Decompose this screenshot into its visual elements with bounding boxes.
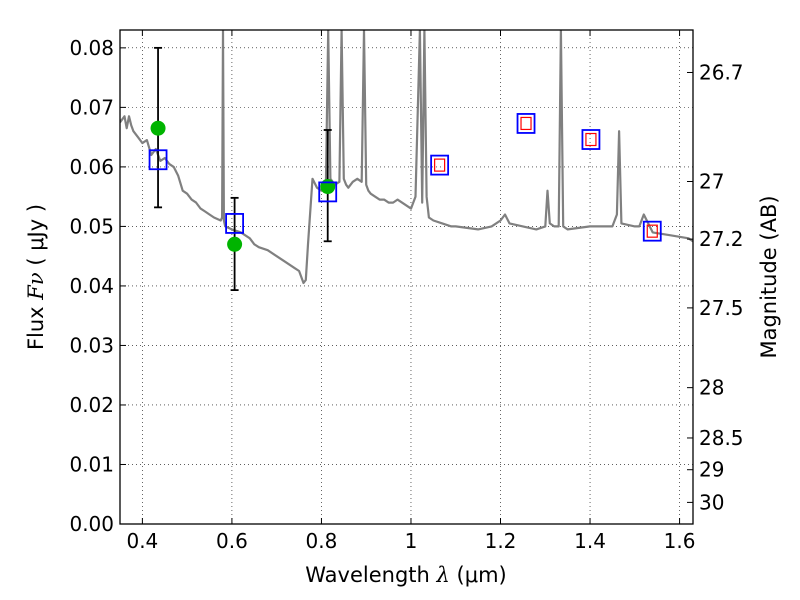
model-square bbox=[148, 149, 168, 171]
y-tick-label: 0.02 bbox=[69, 393, 114, 417]
x-tick-label: 0.6 bbox=[216, 529, 248, 553]
model-square-inner bbox=[434, 158, 446, 172]
y-tick-label: 0.01 bbox=[69, 452, 114, 476]
y2-tick-label: 27.2 bbox=[699, 227, 744, 251]
y-tick-label: 0.06 bbox=[69, 155, 114, 179]
x-tick-label: 1.6 bbox=[664, 529, 696, 553]
y2-tick-label: 28.5 bbox=[699, 426, 744, 450]
model-square-inner bbox=[520, 116, 532, 131]
y-tick-label: 0.08 bbox=[69, 36, 114, 60]
x-tick-label: 1.2 bbox=[485, 529, 517, 553]
x-tick-label: 0.4 bbox=[126, 529, 158, 553]
photometry-point bbox=[320, 179, 336, 195]
model-square bbox=[642, 220, 662, 242]
x-tick-label: 0.8 bbox=[306, 529, 338, 553]
photometry-point bbox=[150, 120, 166, 136]
x-tick-label: 1 bbox=[405, 529, 418, 553]
y2-tick-label: 26.7 bbox=[699, 60, 744, 84]
y-tick-label: 0.04 bbox=[69, 274, 114, 298]
model-square bbox=[581, 129, 601, 150]
y2-tick-label: 28 bbox=[699, 376, 724, 400]
model-square bbox=[430, 154, 450, 176]
model-square-inner bbox=[646, 224, 658, 238]
x-axis-label: Wavelength λ (μm) bbox=[305, 563, 506, 587]
model-square bbox=[318, 181, 338, 203]
plot-frame bbox=[119, 29, 694, 525]
y-tick-label: 0.00 bbox=[69, 512, 114, 536]
model-square-inner bbox=[585, 132, 597, 147]
spectrum-line bbox=[120, 30, 693, 285]
y2-tick-label: 27.5 bbox=[699, 296, 744, 320]
plot-area bbox=[120, 30, 693, 291]
photometry-point bbox=[227, 236, 243, 252]
y2-axis-label: Magnitude (AB) bbox=[757, 195, 781, 358]
y2-tick-label: 30 bbox=[699, 490, 724, 514]
x-tick-label: 1.4 bbox=[574, 529, 606, 553]
y-tick-label: 0.05 bbox=[69, 214, 114, 238]
y-tick-label: 0.03 bbox=[69, 333, 114, 357]
y-axis-label: Flux Fν ( μJy ) bbox=[24, 204, 48, 350]
model-square bbox=[225, 213, 245, 234]
y-tick-label: 0.07 bbox=[69, 95, 114, 119]
y2-tick-label: 29 bbox=[699, 458, 724, 482]
model-square bbox=[516, 113, 536, 134]
y2-tick-label: 27 bbox=[699, 169, 724, 193]
axes: 0.4 0.6 0.8 1 1.2 1.4 1.6 0.00 0.01 0.02 0.03 0.04 0… bbox=[69, 30, 744, 553]
